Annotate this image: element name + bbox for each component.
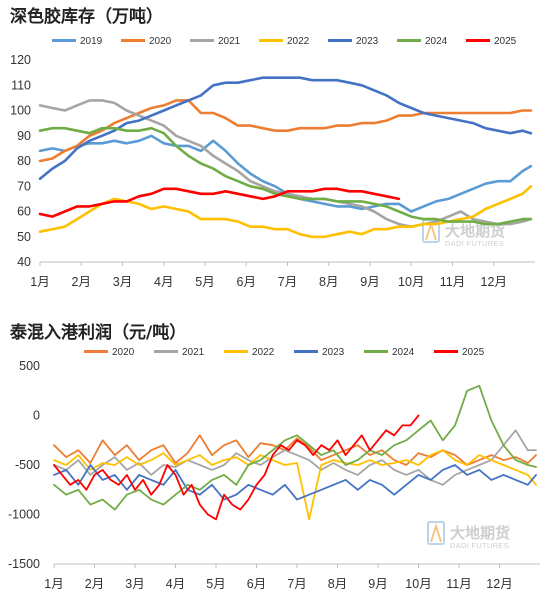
y-tick-label: 120 [10, 53, 31, 67]
y-tick-label: 100 [10, 104, 31, 118]
legend-label-2024: 2024 [392, 347, 415, 358]
x-tick-label: 6月 [237, 275, 256, 289]
legend-label-2021: 2021 [218, 36, 241, 47]
legend-label-2024: 2024 [425, 36, 448, 47]
series-line-2021 [38, 99, 533, 228]
x-tick-label: 7月 [278, 275, 297, 289]
y-tick-label: -1000 [8, 508, 40, 522]
profit-chart-panel: 泰混入港利润（元/吨） 2020 2021 2022 2023 2024 2025 -1500… [0, 300, 550, 602]
x-tick-label: 11月 [446, 577, 471, 591]
y-tick-label: 40 [17, 255, 31, 269]
inventory-chart: 深色胶库存（万吨） 2019 2020 2021 2022 2023 2024 2025 40 5… [10, 6, 535, 289]
x-tick-label: 4月 [166, 577, 185, 591]
y-tick-label: -500 [15, 458, 40, 472]
series-line-2025 [38, 187, 401, 218]
y-tick-label: 80 [17, 154, 31, 168]
x-tick-label: 7月 [287, 577, 306, 591]
y-tick-label: 70 [17, 179, 31, 193]
series-line-2023 [53, 464, 537, 501]
legend-label-2019: 2019 [80, 36, 103, 47]
series-line-2025 [53, 414, 420, 521]
chart-title: 泰混入港利润（元/吨） [10, 322, 186, 343]
series-line-2021 [53, 429, 537, 486]
x-tick-label: 12月 [481, 275, 507, 289]
legend-label-2020: 2020 [149, 36, 172, 47]
x-tick-label: 8月 [319, 275, 338, 289]
inventory-chart-panel: 深色胶库存（万吨） 2019 2020 2021 2022 2023 2024 2025 40 5… [0, 0, 550, 298]
y-tick-label: 60 [17, 205, 31, 219]
legend-label-2022: 2022 [287, 36, 310, 47]
series-line-2023 [38, 76, 533, 180]
svg-text:大地期货: 大地期货 [450, 524, 510, 542]
legend-label-2021: 2021 [182, 347, 205, 358]
series-line-2020 [53, 434, 537, 466]
legend-label-2022: 2022 [252, 347, 275, 358]
legend-label-2025: 2025 [494, 36, 517, 47]
x-tick-label: 9月 [360, 275, 379, 289]
x-tick-label: 5月 [206, 577, 225, 591]
x-tick-label: 4月 [154, 275, 173, 289]
y-tick-label: 110 [11, 78, 31, 92]
svg-text:DADI FUTURES: DADI FUTURES [445, 239, 504, 248]
x-tick-label: 1月 [30, 275, 49, 289]
series-line-2024 [38, 126, 533, 226]
x-tick-label: 2月 [85, 577, 104, 591]
x-tick-label: 12月 [486, 577, 512, 591]
x-tick-label: 3月 [113, 275, 132, 289]
series-line-2024 [53, 384, 537, 511]
series-line-2020 [38, 99, 533, 163]
x-tick-label: 5月 [195, 275, 214, 289]
legend-label-2023: 2023 [322, 347, 345, 358]
x-tick-label: 9月 [368, 577, 387, 591]
legend-label-2025: 2025 [462, 347, 485, 358]
x-tick-label: 2月 [72, 275, 91, 289]
x-tick-label: 8月 [328, 577, 347, 591]
x-tick-label: 6月 [247, 577, 266, 591]
x-tick-label: 3月 [125, 577, 144, 591]
series-line-2022 [53, 449, 537, 521]
chart-title: 深色胶库存（万吨） [10, 6, 163, 27]
x-tick-label: 10月 [398, 275, 424, 289]
y-tick-label: 50 [17, 230, 31, 244]
x-tick-label: 1月 [44, 577, 63, 591]
legend-label-2020: 2020 [112, 347, 135, 358]
svg-text:大地期货: 大地期货 [445, 222, 505, 240]
y-tick-label: -1500 [8, 557, 40, 571]
y-tick-label: 90 [17, 129, 31, 143]
x-tick-label: 10月 [405, 577, 431, 591]
x-tick-label: 11月 [440, 275, 465, 289]
profit-chart: 泰混入港利润（元/吨） 2020 2021 2022 2023 2024 2025 -1500… [8, 322, 540, 591]
y-tick-label: 500 [19, 359, 40, 373]
svg-text:DADI FUTURES: DADI FUTURES [450, 541, 509, 550]
legend-label-2023: 2023 [356, 36, 379, 47]
y-tick-label: 0 [33, 409, 40, 423]
